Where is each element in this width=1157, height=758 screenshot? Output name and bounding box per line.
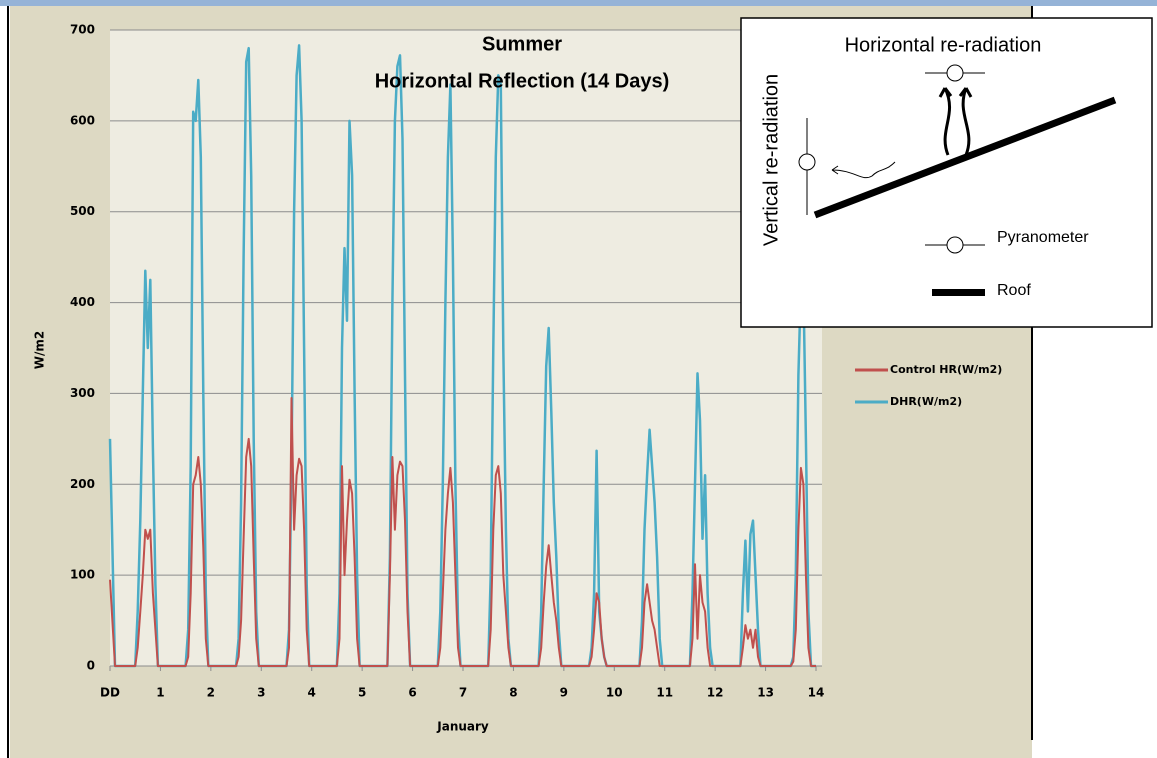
legend-pyranometer <box>946 236 964 254</box>
x-tick-label: 8 <box>509 686 517 700</box>
x-tick-label: 9 <box>560 686 568 700</box>
x-tick-label: 7 <box>459 686 467 700</box>
x-tick-label: 10 <box>606 686 623 700</box>
legend-roof <box>932 289 985 296</box>
roof <box>813 96 1117 219</box>
x-tick-label: 4 <box>308 686 316 700</box>
y-tick-label: 100 <box>70 568 95 582</box>
y-tick-label: 0 <box>87 659 95 673</box>
y-tick-label: 700 <box>70 23 95 37</box>
inset-horizontal-label: Horizontal re-radiation <box>845 34 1042 56</box>
x-tick-label: 14 <box>808 686 825 700</box>
x-tick-label: DD <box>100 686 120 700</box>
pyranometer <box>798 153 816 171</box>
y-tick-label: 200 <box>70 477 95 491</box>
re-radiation-arrow <box>831 161 896 179</box>
inset-legend-label: Pyranometer <box>997 229 1089 246</box>
y-tick-label: 600 <box>70 113 95 127</box>
top-strip <box>0 0 1157 6</box>
x-tick-label: 5 <box>358 686 366 700</box>
y-tick-label: 300 <box>70 386 95 400</box>
pyranometer <box>946 64 964 82</box>
y-axis-label: W/m2 <box>33 331 47 369</box>
legend-label: DHR(W/m2) <box>890 395 962 408</box>
legend-label: Control HR(W/m2) <box>890 363 1002 376</box>
x-tick-label: 3 <box>257 686 265 700</box>
x-tick-label: 2 <box>207 686 215 700</box>
x-tick-label: 11 <box>656 686 673 700</box>
x-tick-label: 13 <box>757 686 774 700</box>
re-radiation-arrow <box>938 87 973 156</box>
inset-vertical-label: Vertical re-radiation <box>760 74 782 246</box>
x-tick-label: 1 <box>156 686 164 700</box>
y-tick-label: 500 <box>70 204 95 218</box>
y-tick-label: 400 <box>70 295 95 309</box>
inset-legend-label: Roof <box>997 282 1031 299</box>
inset-box <box>740 17 1153 328</box>
plot-area <box>110 30 822 666</box>
chart-subtitle: Horizontal Reflection (14 Days) <box>375 70 670 92</box>
x-axis-label: January <box>436 720 489 734</box>
chart-title: Summer <box>482 33 562 55</box>
x-tick-label: 6 <box>408 686 416 700</box>
data-line <box>109 397 816 667</box>
inset-diagram: Horizontal re-radiation Vertical re-radi… <box>740 17 1153 328</box>
x-tick-label: 12 <box>707 686 724 700</box>
